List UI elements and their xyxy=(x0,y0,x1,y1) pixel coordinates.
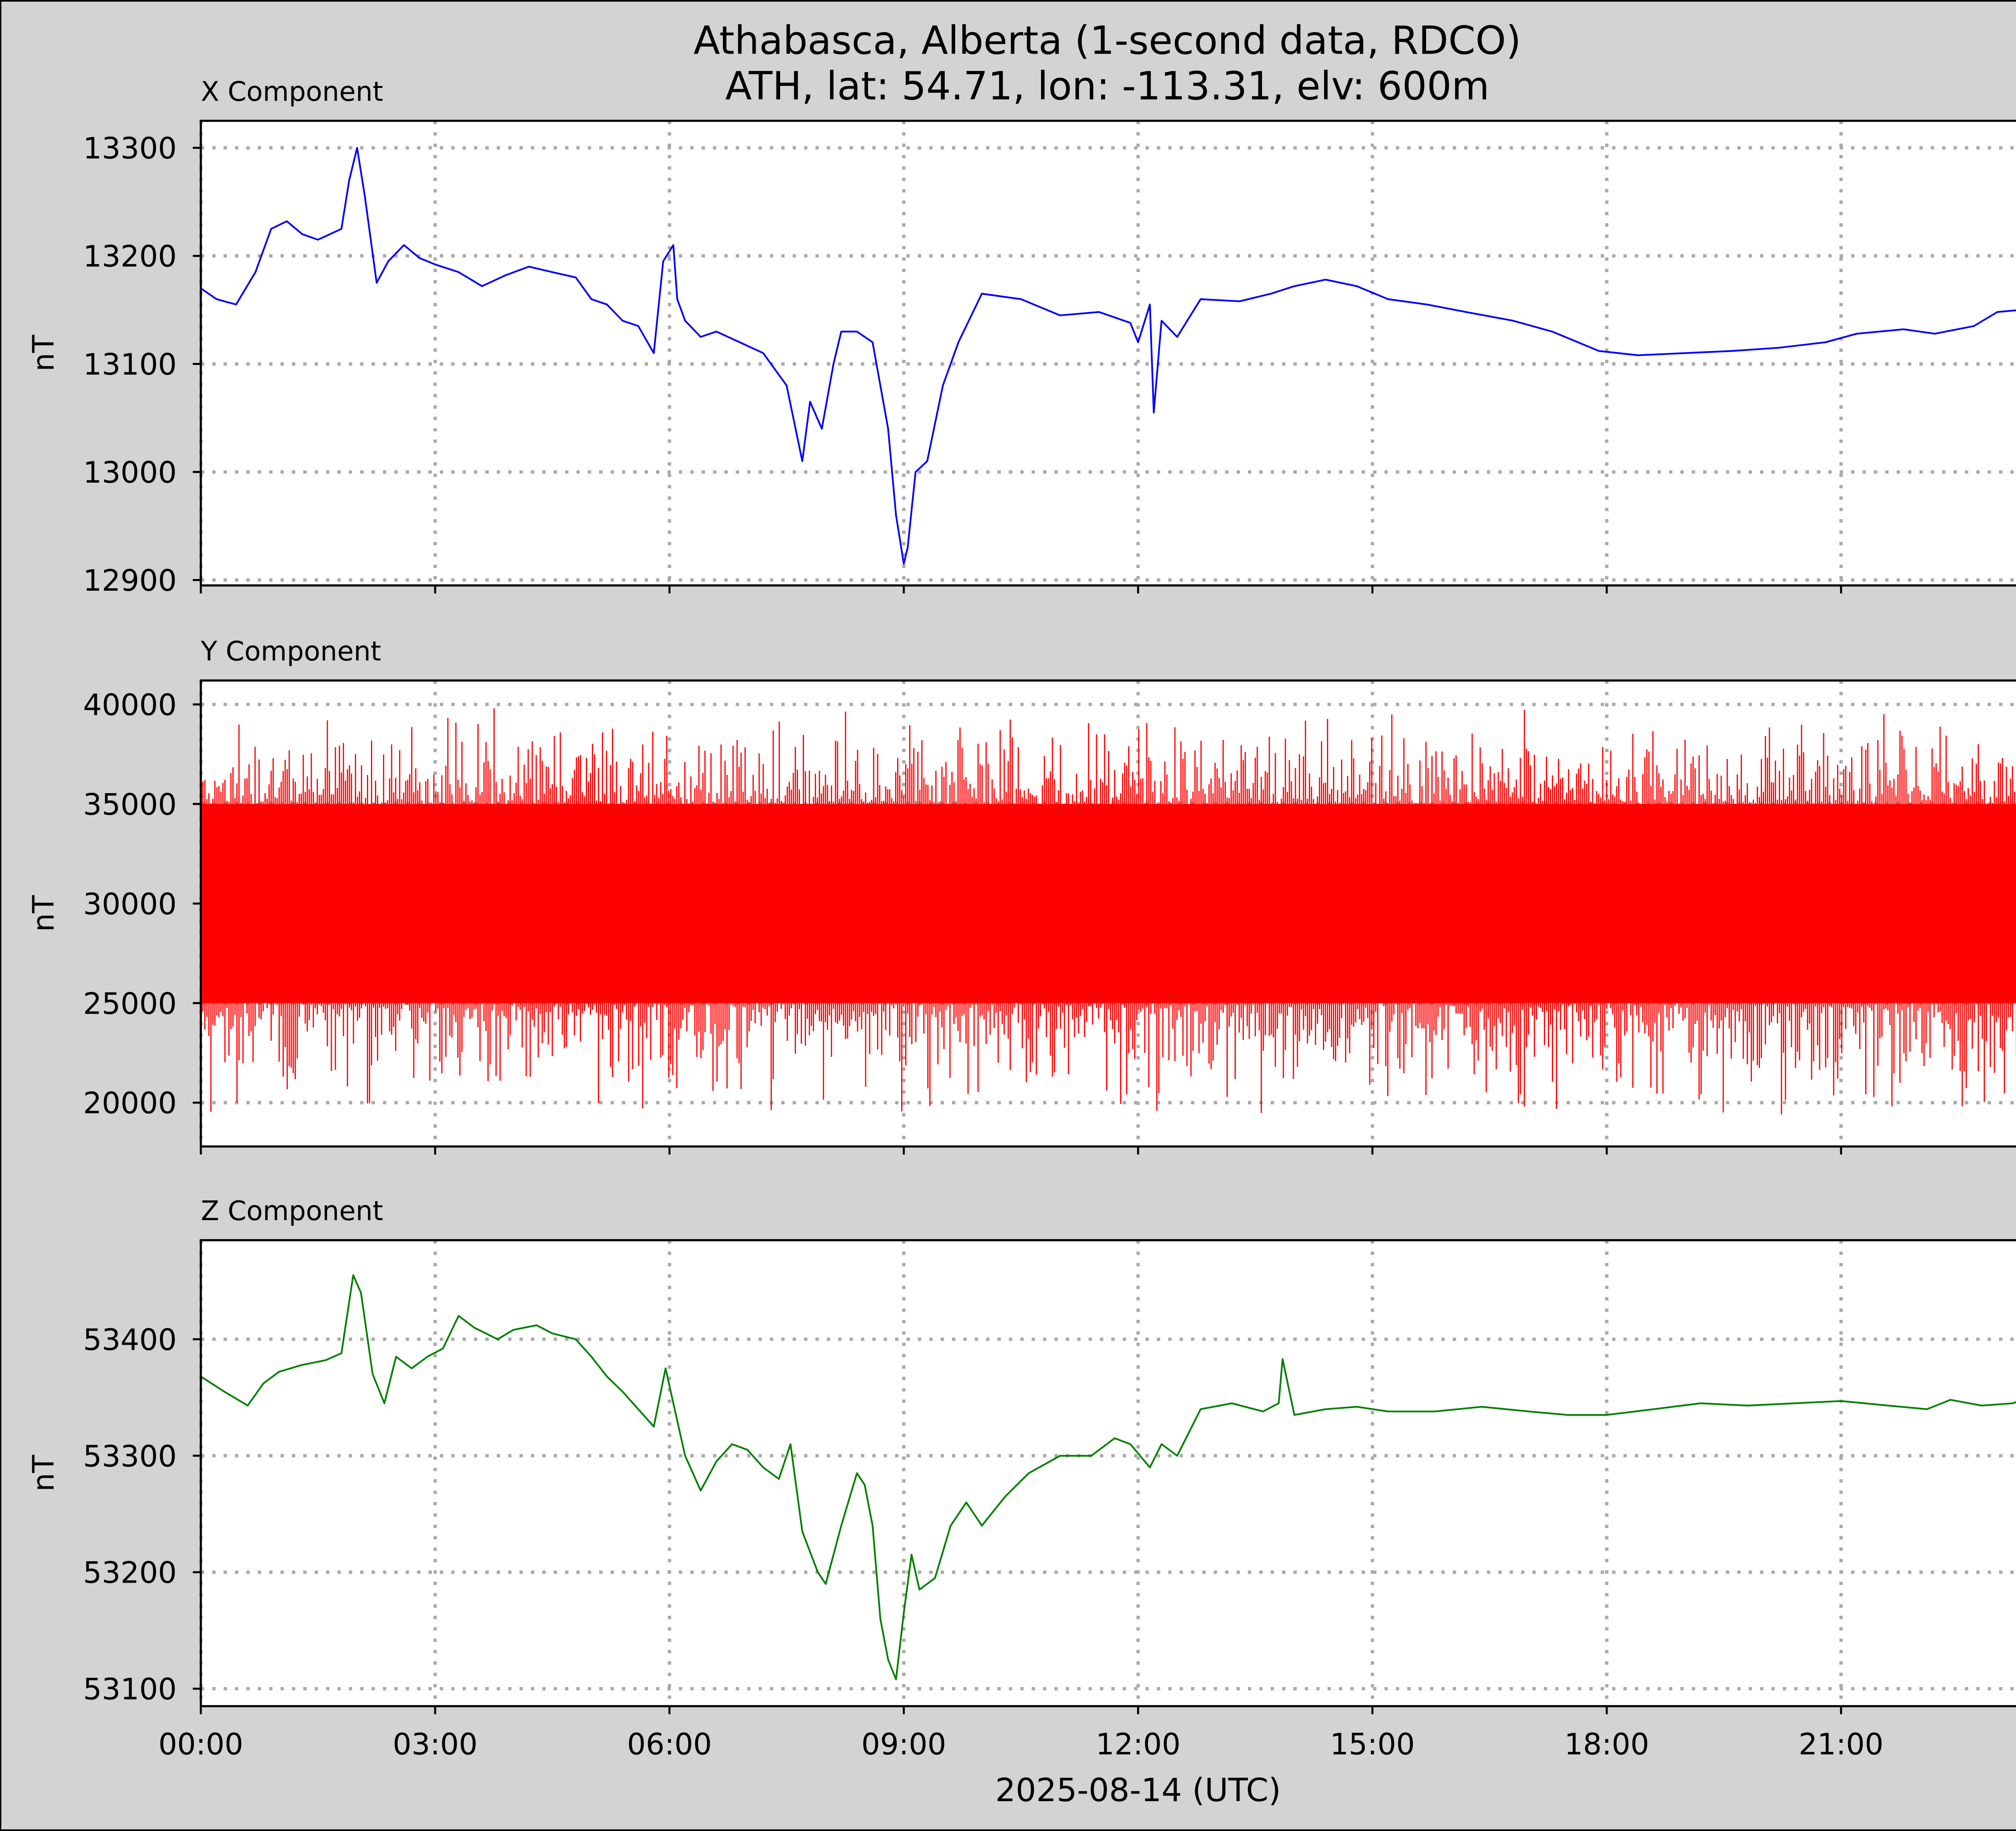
x-series-line xyxy=(200,147,2016,565)
y-panel-title: Y Component xyxy=(200,635,381,667)
z-component-panel: 53100 53200 53300 53400 00:00 03:00 06:00 09:00… xyxy=(27,1195,2016,1762)
x-ytick-label-3: 13200 xyxy=(83,240,177,274)
z-xtick-label-0: 00:00 xyxy=(158,1727,244,1762)
x-ylabel: nT xyxy=(27,335,61,371)
y-ytick-label-0: 20000 xyxy=(83,1086,177,1121)
z-ytick-label-0: 53100 xyxy=(83,1673,177,1707)
x-axis-label: 2025-08-14 (UTC) xyxy=(995,1771,1281,1809)
x-plot-area xyxy=(201,121,2016,585)
z-xtick-label-5: 15:00 xyxy=(1330,1727,1415,1762)
x-ytick-label-1: 13000 xyxy=(83,456,177,490)
figure-title-line2: ATH, lat: 54.71, lon: -113.31, elv: 600m xyxy=(725,63,1489,108)
z-ytick-label-1: 53200 xyxy=(83,1556,177,1590)
z-ytick-label-2: 53300 xyxy=(83,1439,177,1474)
y-ytick-label-1: 25000 xyxy=(83,987,177,1021)
x-panel-title: X Component xyxy=(201,76,383,107)
y-series-line xyxy=(200,708,2016,1114)
y-ytick-label-3: 35000 xyxy=(83,787,177,822)
z-xtick-label-2: 06:00 xyxy=(627,1727,712,1762)
y-component-panel: 20000 25000 30000 35000 40000 Y Component nT xyxy=(27,635,2016,1155)
x-ytick-label-4: 13300 xyxy=(83,131,177,166)
z-xtick-label-7: 21:00 xyxy=(1799,1727,1884,1762)
figure-title-line1: Athabasca, Alberta (1-second data, RDCO) xyxy=(694,18,1521,63)
z-xtick-label-1: 03:00 xyxy=(393,1727,478,1762)
y-ytick-label-4: 40000 xyxy=(83,688,177,723)
x-ytick-label-0: 12900 xyxy=(83,564,177,598)
z-plot-area xyxy=(201,1240,2016,1706)
z-xtick-label-3: 09:00 xyxy=(861,1727,946,1762)
x-ytick-label-2: 13100 xyxy=(83,348,177,382)
y-ytick-label-2: 30000 xyxy=(83,887,177,921)
x-component-panel: 12900 13000 13100 13200 13300 X Component nT xyxy=(27,76,2016,598)
z-xtick-label-6: 18:00 xyxy=(1564,1727,1649,1762)
z-xtick-label-4: 12:00 xyxy=(1095,1727,1181,1762)
z-ylabel: nT xyxy=(27,1455,61,1491)
z-plot-frame xyxy=(200,1239,2016,1708)
z-panel-title: Z Component xyxy=(201,1195,383,1227)
z-ytick-label-3: 53400 xyxy=(83,1323,177,1357)
z-series-line xyxy=(200,1274,2016,1681)
y-ylabel: nT xyxy=(27,895,61,932)
